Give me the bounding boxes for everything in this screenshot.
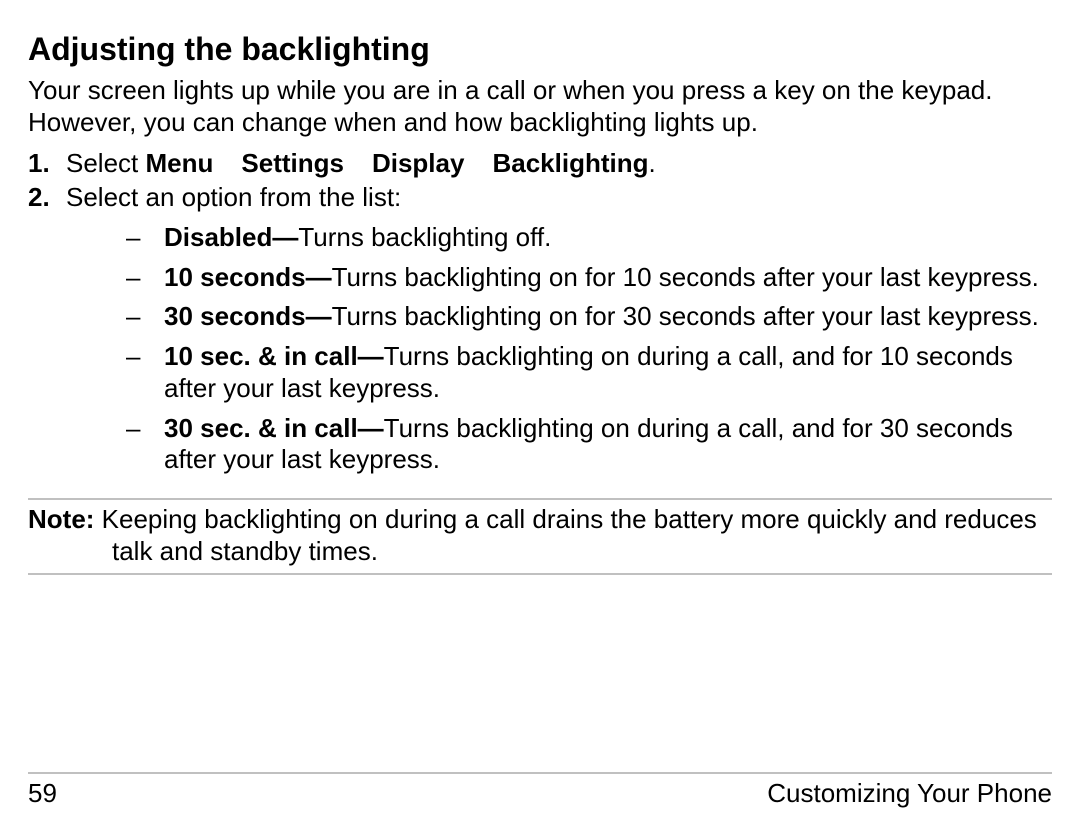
step-1: 1. Select Menu Settings Display Backlightin…: [28, 148, 1052, 180]
menu-item-display: Display: [372, 148, 465, 178]
note-body: Note: Keeping backlighting on during a c…: [28, 504, 1052, 567]
option-desc: Turns backlighting off.: [298, 222, 551, 252]
option-term: 30 seconds—: [164, 301, 332, 331]
note-text: Keeping backlighting on during a call dr…: [94, 504, 1036, 566]
option-term: 10 sec. & in call—: [164, 341, 384, 371]
option-10-sec-in-call: – 10 sec. & in call—Turns backlighting o…: [126, 341, 1052, 404]
bullet-dash: –: [126, 222, 164, 254]
steps-list: 1. Select Menu Settings Display Backlightin…: [28, 148, 1052, 483]
option-text: Disabled—Turns backlighting off.: [164, 222, 1052, 254]
bullet-dash: –: [126, 262, 164, 294]
page-footer: 59 Customizing Your Phone: [28, 772, 1052, 810]
menu-item-settings: Settings: [241, 148, 344, 178]
intro-paragraph: Your screen lights up while you are in a…: [28, 75, 1052, 138]
manual-page: Adjusting the backlighting Your screen l…: [0, 0, 1080, 834]
note-label: Note:: [28, 504, 94, 534]
option-disabled: – Disabled—Turns backlighting off.: [126, 222, 1052, 254]
menu-item-backlighting: Backlighting: [492, 148, 648, 178]
step-1-suffix: .: [648, 148, 655, 178]
step-1-body: Select Menu Settings Display Backlighting.: [66, 148, 1052, 180]
option-term: Disabled—: [164, 222, 298, 252]
option-30-seconds: – 30 seconds—Turns backlighting on for 3…: [126, 301, 1052, 333]
option-text: 30 sec. & in call—Turns backlighting on …: [164, 413, 1052, 476]
option-term: 10 seconds—: [164, 262, 332, 292]
option-text: 10 seconds—Turns backlighting on for 10 …: [164, 262, 1052, 294]
step-2-text: Select an option from the list:: [66, 182, 401, 212]
bullet-dash: –: [126, 301, 164, 333]
option-desc: Turns backlighting on for 10 seconds aft…: [332, 262, 1039, 292]
step-2-body: Select an option from the list: – Disabl…: [66, 182, 1052, 484]
step-1-prefix: Select: [66, 148, 146, 178]
note-block: Note: Keeping backlighting on during a c…: [28, 498, 1052, 575]
step-number: 1.: [28, 148, 66, 180]
option-10-seconds: – 10 seconds—Turns backlighting on for 1…: [126, 262, 1052, 294]
page-number: 59: [28, 778, 57, 810]
menu-item-menu: Menu: [146, 148, 214, 178]
options-list: – Disabled—Turns backlighting off. – 10 …: [66, 222, 1052, 476]
option-30-sec-in-call: – 30 sec. & in call—Turns backlighting o…: [126, 413, 1052, 476]
option-text: 30 seconds—Turns backlighting on for 30 …: [164, 301, 1052, 333]
bullet-dash: –: [126, 341, 164, 404]
option-term: 30 sec. & in call—: [164, 413, 384, 443]
chapter-title: Customizing Your Phone: [767, 778, 1052, 810]
step-2: 2. Select an option from the list: – Dis…: [28, 182, 1052, 484]
option-text: 10 sec. & in call—Turns backlighting on …: [164, 341, 1052, 404]
bullet-dash: –: [126, 413, 164, 476]
option-desc: Turns backlighting on for 30 seconds aft…: [332, 301, 1039, 331]
step-number: 2.: [28, 182, 66, 484]
section-heading: Adjusting the backlighting: [28, 30, 1052, 69]
